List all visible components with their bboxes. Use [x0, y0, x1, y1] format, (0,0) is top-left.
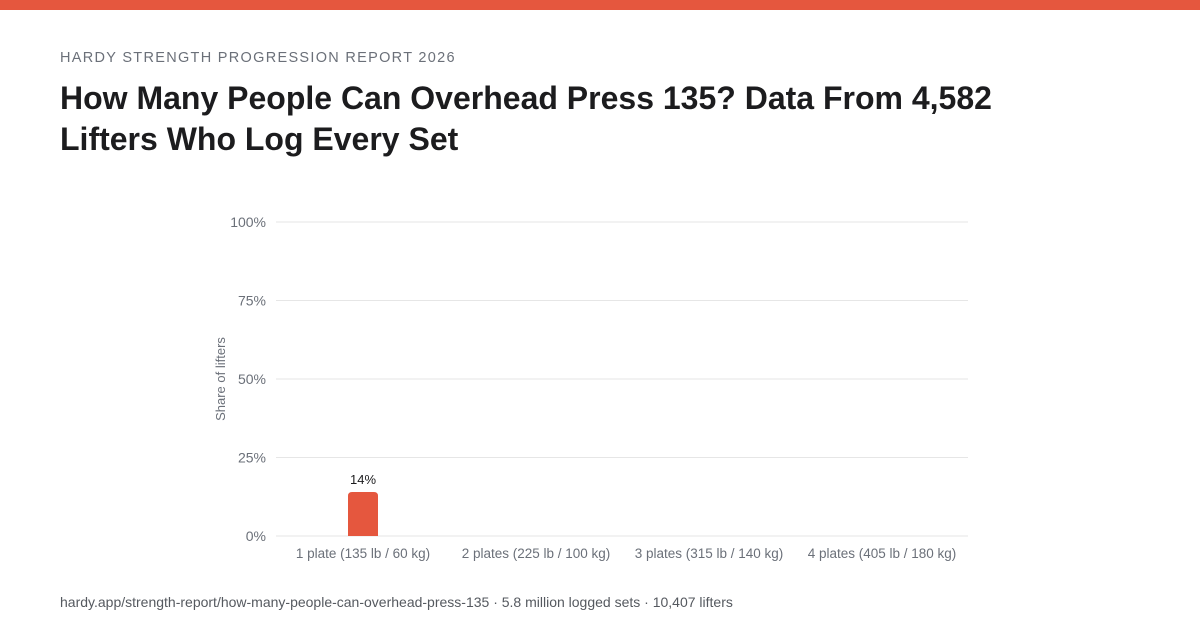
bars	[348, 492, 378, 536]
y-tick-label: 100%	[230, 214, 266, 230]
y-tick-label: 0%	[246, 528, 266, 544]
top-accent-bar	[0, 0, 1200, 10]
report-eyebrow: HARDY STRENGTH PROGRESSION REPORT 2026	[60, 50, 456, 66]
y-axis-label: Share of lifters	[213, 337, 228, 421]
x-tick-labels: 1 plate (135 lb / 60 kg) 2 plates (225 lb…	[296, 546, 956, 561]
gridlines	[276, 221, 968, 537]
x-tick-label: 4 plates (405 lb / 180 kg)	[808, 546, 957, 561]
y-tick-labels: 0% 25% 50% 75% 100%	[230, 214, 266, 544]
bar-data-label: 14%	[350, 472, 376, 487]
x-tick-label: 2 plates (225 lb / 100 kg)	[462, 546, 611, 561]
page-title: How Many People Can Overhead Press 135? …	[60, 80, 992, 157]
y-tick-label: 25%	[238, 450, 266, 466]
x-tick-label: 1 plate (135 lb / 60 kg)	[296, 546, 430, 561]
x-tick-label: 3 plates (315 lb / 140 kg)	[635, 546, 784, 561]
y-tick-label: 75%	[238, 293, 266, 309]
bar	[348, 492, 378, 536]
source-footer: hardy.app/strength-report/how-many-peopl…	[60, 594, 733, 610]
bar-data-labels: 14%	[350, 472, 376, 487]
y-tick-label: 50%	[238, 371, 266, 387]
